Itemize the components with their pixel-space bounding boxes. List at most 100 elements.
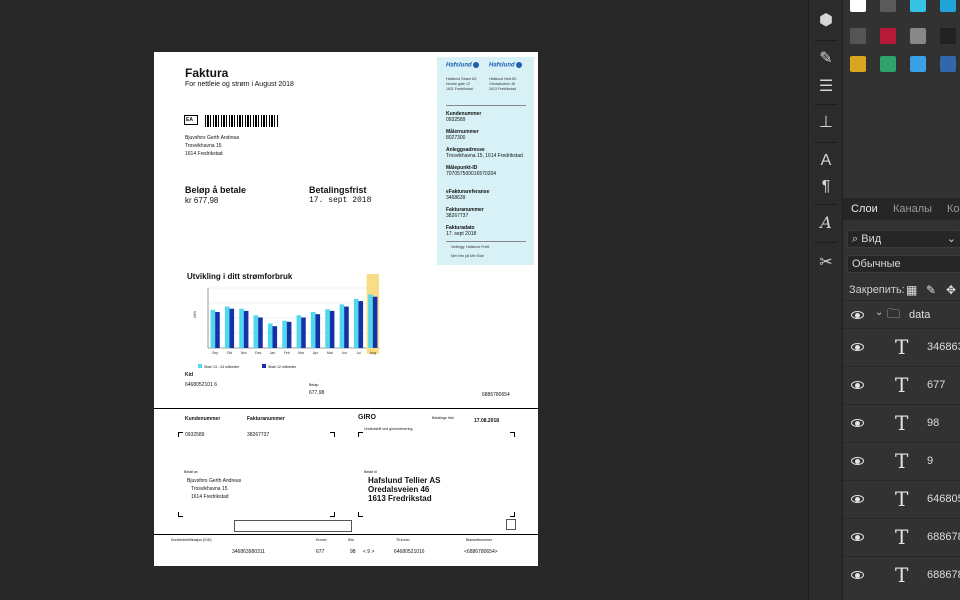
glyphs-icon[interactable]: A: [820, 213, 832, 232]
blend-mode-select[interactable]: Обычные: [847, 255, 960, 273]
bar-siste-12-måneder-jan: [272, 326, 278, 348]
layer-row[interactable]: T 98: [843, 404, 960, 442]
amount-small-value: 677,98: [309, 390, 325, 396]
footer-check: < 9 >: [363, 549, 375, 555]
bar-siste-12-måneder-des: [258, 317, 263, 348]
lock-transparency-icon[interactable]: ▦: [906, 283, 918, 297]
signature-label: Underskrift ved giroinnlevering: [364, 427, 413, 431]
3d-cube-icon[interactable]: ⬢: [819, 12, 833, 29]
style-swatch[interactable]: [910, 0, 926, 12]
search-icon: ⌕: [852, 233, 859, 245]
corner-mark: [330, 432, 335, 437]
info-label: eFakturareferanse: [446, 189, 490, 195]
info-label: Kundenummer: [446, 111, 482, 117]
amount-value: kr 677,98: [185, 196, 219, 205]
lock-move-icon[interactable]: ✥: [946, 283, 957, 297]
info-note: Mer info på Min Side: [451, 254, 484, 258]
bar-siste-12-måneder-mai: [329, 310, 335, 348]
visibility-eye-icon[interactable]: [851, 340, 865, 354]
chevron-down-icon[interactable]: ⌄: [875, 307, 884, 318]
tool-separator: [815, 104, 837, 105]
bar-siste-12-måneder-okt: [229, 308, 235, 348]
corner-mark: [510, 432, 515, 437]
consumption-chart: Sep Okt Nov Des Jan Feb Mar Apr Mai Jun Jul Aug kWh: [190, 274, 390, 384]
reference-number: 6886780654: [482, 392, 510, 398]
visibility-eye-icon[interactable]: [851, 568, 865, 582]
style-swatch[interactable]: [880, 56, 896, 72]
style-swatch[interactable]: [850, 0, 866, 12]
layer-filter-select[interactable]: ⌕ Вид ⌄: [847, 230, 960, 248]
style-swatch[interactable]: [940, 28, 956, 44]
tools-icon[interactable]: ✂: [819, 254, 833, 271]
visibility-eye-icon[interactable]: [851, 530, 865, 544]
style-swatch[interactable]: [940, 56, 956, 72]
footer-account: 64680521016: [394, 549, 425, 555]
bar-siste-13---24-måneder-jul: [353, 298, 359, 348]
text-layer-icon: T: [895, 411, 909, 435]
y-axis-label: kWh: [193, 311, 197, 318]
character-icon[interactable]: A: [820, 152, 832, 169]
frist-value: 17.08.2018: [474, 418, 500, 424]
customer-street: Trosvikhavna 15: [185, 143, 222, 149]
style-swatch[interactable]: [850, 56, 866, 72]
layer-name: data: [909, 309, 931, 321]
check-box[interactable]: [506, 519, 516, 530]
layer-row[interactable]: T 688678: [843, 556, 960, 594]
layer-group[interactable]: ⌄ 🗀 data: [843, 300, 960, 328]
style-swatch[interactable]: [940, 0, 956, 12]
visibility-eye-icon[interactable]: [851, 416, 865, 430]
hafslund-logo-icon: [472, 62, 479, 68]
clone-source-icon[interactable]: ⊥: [819, 114, 833, 131]
brush-presets-icon[interactable]: ✎: [819, 50, 833, 67]
x-tick-label: Sep: [212, 351, 218, 355]
visibility-eye-icon[interactable]: [851, 492, 865, 506]
tab-channels[interactable]: Каналы: [893, 203, 933, 215]
hafslund-logo-2: Hafslund: [489, 62, 522, 69]
lock-paint-icon[interactable]: ✎: [926, 283, 937, 297]
info-value: 38267737: [446, 213, 469, 219]
payer-city: 1614 Fredrikstad: [191, 494, 229, 500]
visibility-eye-icon[interactable]: [851, 378, 865, 392]
x-tick-label: Aug: [370, 351, 376, 355]
tab-layers[interactable]: Слои: [851, 203, 878, 215]
info-value: 17. sept 2018: [446, 231, 477, 237]
bar-siste-13---24-måneder-mai: [325, 309, 330, 348]
text-layer-icon: T: [895, 449, 909, 473]
info-value: 707057500016570204: [446, 171, 497, 177]
chevron-down-icon: ⌄: [946, 233, 956, 245]
layers-panel: Слои Каналы Ко ⌕ Вид ⌄ Обычные Закрепить:…: [842, 0, 960, 600]
text-layer-icon: T: [895, 487, 909, 511]
bar-siste-13---24-måneder-jun: [339, 304, 345, 348]
adjustments-icon[interactable]: ☰: [818, 78, 834, 95]
visibility-eye-icon[interactable]: [851, 308, 865, 322]
visibility-eye-icon[interactable]: [851, 454, 865, 468]
tool-separator: [815, 204, 837, 205]
kid-label: Kid: [185, 372, 194, 378]
layer-row[interactable]: T 346863: [843, 328, 960, 366]
tab-paths[interactable]: Ко: [947, 203, 960, 215]
style-swatch[interactable]: [910, 56, 926, 72]
x-tick-label: Mar: [298, 351, 305, 355]
paragraph-icon[interactable]: ¶: [821, 178, 831, 195]
layer-row[interactable]: T 646805: [843, 480, 960, 518]
frist-label: Betalings frist: [432, 416, 454, 420]
amount-input-box[interactable]: [234, 520, 352, 532]
style-swatch[interactable]: [880, 28, 896, 44]
invoice-document: Faktura For nettleie og strøm i August 2…: [154, 52, 538, 566]
style-swatch[interactable]: [880, 0, 896, 12]
style-swatch[interactable]: [850, 28, 866, 44]
x-tick-label: Des: [255, 351, 261, 355]
footer-kid-label: Kundeidentifikasjon (KID): [171, 538, 212, 542]
info-value: 8027300: [446, 135, 466, 141]
text-layer-icon: T: [895, 563, 909, 587]
layer-row[interactable]: T 677: [843, 366, 960, 404]
layer-row[interactable]: T 688678: [843, 518, 960, 556]
kid-value: 6468052101 6: [185, 382, 217, 388]
invoice-title: Faktura: [185, 66, 229, 80]
legend-item-1: Siste 13 - 24 måneder: [198, 364, 239, 369]
bar-siste-13---24-måneder-mar: [296, 315, 302, 348]
style-swatch[interactable]: [910, 28, 926, 44]
info-value: 0932589: [446, 117, 466, 123]
corner-mark: [178, 512, 183, 517]
